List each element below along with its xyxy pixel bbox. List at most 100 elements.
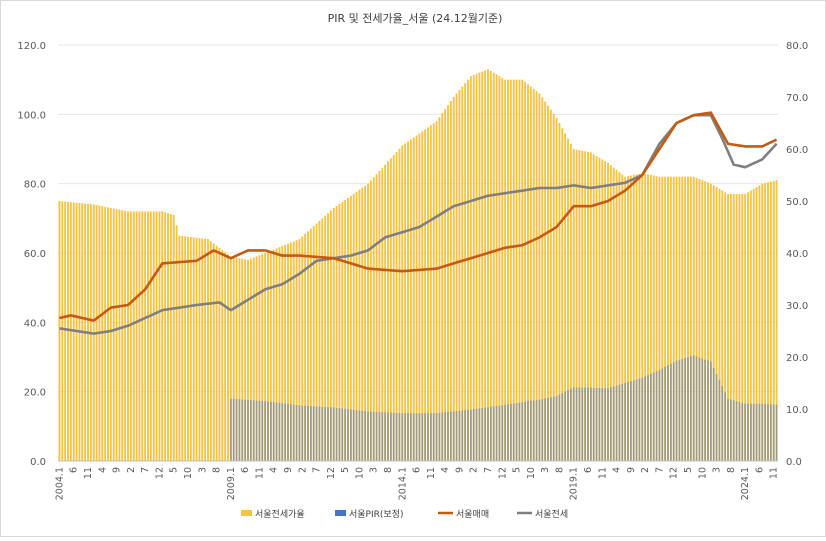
pir-bar <box>327 407 329 461</box>
jeonse-ratio-bar <box>649 175 652 461</box>
pir-bar <box>750 403 752 461</box>
pir-bar <box>727 398 729 461</box>
pir-bar <box>261 400 264 461</box>
x-tick-label: 2 <box>640 467 651 473</box>
jeonse-ratio-bar <box>447 105 449 461</box>
jeonse-ratio-bar <box>407 141 409 461</box>
jeonse-ratio-bar <box>124 210 127 461</box>
jeonse-ratio-bar <box>458 90 461 462</box>
jeonse-ratio-bar <box>129 211 132 461</box>
x-tick-label: 6 <box>412 467 423 473</box>
jeonse-ratio-bar <box>149 211 152 461</box>
pir-bar <box>624 383 626 461</box>
pir-bar <box>370 411 372 461</box>
pir-bar <box>530 400 532 461</box>
x-tick-label: 3 <box>712 467 723 473</box>
pir-bar <box>550 397 552 461</box>
jeonse-ratio-bar <box>521 79 524 462</box>
pir-bar <box>701 358 704 461</box>
pir-bar <box>755 403 758 461</box>
pir-bar <box>301 405 304 461</box>
jeonse-ratio-bar <box>535 91 538 461</box>
pir-bar <box>398 413 401 461</box>
pir-bar <box>647 375 649 461</box>
x-tick-label: 4 <box>269 467 280 473</box>
pir-bar <box>547 397 549 461</box>
pir-bar <box>764 404 766 461</box>
x-tick-label: 11 <box>83 467 94 479</box>
jeonse-ratio-bar <box>158 211 161 461</box>
jeonse-ratio-bar <box>438 117 441 461</box>
jeonse-ratio-bar <box>252 257 255 461</box>
pir-bar <box>615 385 618 461</box>
jeonse-ratio-bar <box>552 113 555 461</box>
x-tick-label: 4 <box>97 467 108 473</box>
jeonse-ratio-bar <box>609 165 612 461</box>
pir-bar <box>450 411 452 461</box>
jeonse-ratio-bar <box>369 180 372 461</box>
jeonse-ratio-bar <box>455 93 458 462</box>
jeonse-ratio-bar <box>558 123 561 461</box>
pir-bar <box>247 399 249 461</box>
jeonse-ratio-bar <box>152 211 155 461</box>
jeonse-ratio-bar <box>224 252 227 461</box>
pir-bar <box>650 373 652 461</box>
jeonse-ratio-bar <box>255 256 258 461</box>
pir-bar <box>698 357 701 461</box>
pir-bar <box>404 413 406 461</box>
pir-bar <box>415 413 418 461</box>
legend-label: 서울전세 <box>535 509 568 520</box>
jeonse-ratio-bar <box>289 242 292 461</box>
jeonse-ratio-bar <box>112 208 115 461</box>
jeonse-ratio-bar <box>267 251 269 461</box>
jeonse-ratio-bar <box>107 207 109 461</box>
pir-bar <box>290 404 292 461</box>
pir-bar <box>758 403 761 461</box>
pir-bar <box>544 398 546 461</box>
jeonse-ratio-bar <box>661 176 664 461</box>
pir-bar <box>667 365 669 461</box>
pir-bar <box>272 402 275 461</box>
pir-bar <box>610 387 612 461</box>
y-right-tick-label: 80.0 <box>786 41 808 52</box>
pir-bar <box>330 407 332 461</box>
jeonse-ratio-bar <box>509 79 512 462</box>
lines-layer <box>59 111 778 335</box>
jeonse-ratio-bar <box>318 220 321 461</box>
chart-title: PIR 및 전세가율_서울 (24.12월기준) <box>328 12 503 25</box>
pir-bar <box>578 387 581 461</box>
pir-bar <box>435 413 438 461</box>
jeonse-ratio-bar <box>618 172 621 461</box>
pir-bar <box>267 401 269 461</box>
jeonse-ratio-bar <box>698 179 701 462</box>
pir-bar <box>752 403 755 461</box>
jeonse-ratio-bar <box>127 211 129 461</box>
pir-bars <box>230 355 778 461</box>
jeonse-ratio-bar <box>192 237 195 461</box>
x-tick-label: 3 <box>540 467 551 473</box>
pir-bar <box>504 404 506 461</box>
pir-bar <box>344 408 346 461</box>
pir-bar <box>681 358 684 461</box>
pir-bar <box>427 413 429 461</box>
jeonse-ratio-bar <box>169 214 172 461</box>
pir-bar <box>458 410 461 461</box>
jeonse-ratio-bar <box>444 109 447 461</box>
jeonse-ratio-bar <box>272 249 275 461</box>
pir-bar <box>527 401 529 461</box>
jeonse-ratio-bar <box>64 201 67 462</box>
pir-bar <box>350 409 352 461</box>
pir-bar <box>567 390 569 461</box>
pir-bar <box>675 360 678 461</box>
jeonse-ratio-bar <box>612 167 615 461</box>
jeonse-ratio-bar <box>469 76 472 461</box>
jeonse-ratio-bar <box>461 86 464 461</box>
y-right-tick-label: 50.0 <box>786 197 808 208</box>
pir-bar <box>572 387 575 461</box>
pir-bar <box>501 405 504 461</box>
pir-bar <box>575 387 578 461</box>
x-tick-label: 3 <box>369 467 380 473</box>
x-tick-label: 10 <box>354 467 365 479</box>
jeonse-ratio-bar <box>164 212 167 461</box>
